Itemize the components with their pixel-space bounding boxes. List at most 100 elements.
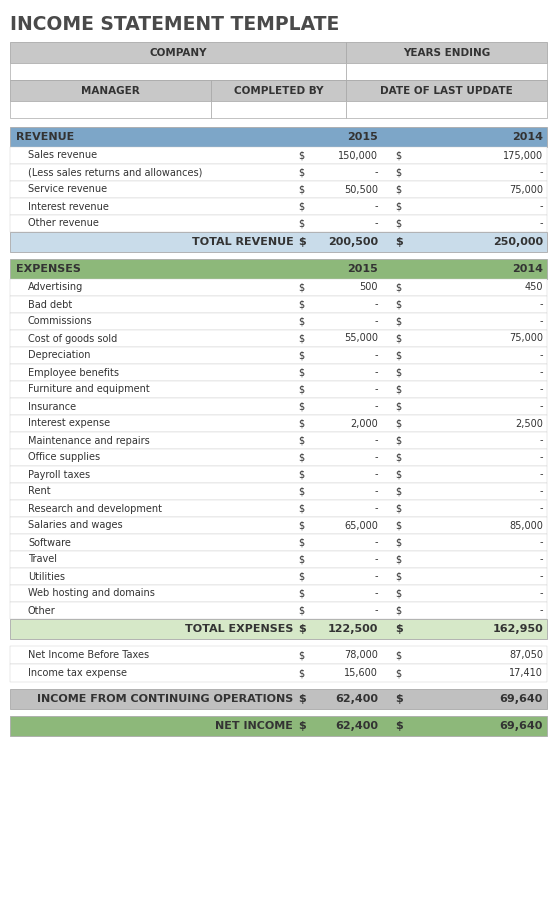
Text: $: $: [395, 650, 401, 660]
Bar: [10, 534, 547, 551]
Text: $: $: [299, 283, 305, 293]
Text: $: $: [395, 605, 401, 615]
Text: $: $: [299, 168, 305, 177]
Text: $: $: [395, 316, 401, 326]
Text: DATE OF LAST UPDATE: DATE OF LAST UPDATE: [380, 86, 512, 96]
Bar: [10, 551, 547, 568]
Text: -: -: [540, 350, 543, 360]
Text: $: $: [299, 219, 305, 229]
Bar: [10, 259, 547, 279]
Text: $: $: [395, 469, 401, 479]
Text: $: $: [299, 418, 305, 429]
Text: -: -: [374, 538, 378, 548]
Text: -: -: [374, 571, 378, 581]
Text: -: -: [540, 202, 543, 212]
Text: Rent: Rent: [28, 487, 51, 496]
Text: $: $: [395, 150, 401, 160]
Text: $: $: [395, 571, 401, 581]
Text: -: -: [540, 538, 543, 548]
Text: -: -: [540, 605, 543, 615]
Text: $: $: [395, 402, 401, 412]
Text: Office supplies: Office supplies: [28, 452, 100, 462]
Text: 122,500: 122,500: [328, 624, 378, 634]
Text: 55,000: 55,000: [344, 333, 378, 343]
Bar: [10, 147, 547, 164]
Bar: [10, 101, 211, 118]
Text: -: -: [540, 571, 543, 581]
Text: Insurance: Insurance: [28, 402, 76, 412]
Text: $: $: [395, 385, 401, 395]
Text: 2014: 2014: [512, 132, 543, 142]
Text: INCOME STATEMENT TEMPLATE: INCOME STATEMENT TEMPLATE: [10, 15, 339, 34]
Bar: [10, 602, 547, 619]
Text: -: -: [374, 605, 378, 615]
Text: $: $: [299, 316, 305, 326]
Text: $: $: [299, 521, 305, 531]
Text: $: $: [299, 185, 305, 195]
Text: Utilities: Utilities: [28, 571, 65, 581]
Text: 162,950: 162,950: [492, 624, 543, 634]
Text: -: -: [374, 385, 378, 395]
Text: -: -: [540, 168, 543, 177]
Text: INCOME FROM CONTINUING OPERATIONS: INCOME FROM CONTINUING OPERATIONS: [37, 694, 294, 704]
Bar: [10, 517, 547, 534]
Bar: [211, 80, 346, 101]
Text: Research and development: Research and development: [28, 504, 162, 514]
Text: $: $: [299, 554, 305, 565]
Text: -: -: [374, 487, 378, 496]
Bar: [10, 500, 547, 517]
Text: $: $: [395, 694, 403, 704]
Text: $: $: [299, 605, 305, 615]
Text: 175,000: 175,000: [503, 150, 543, 160]
Text: Income tax expense: Income tax expense: [28, 668, 127, 678]
Text: TOTAL REVENUE: TOTAL REVENUE: [192, 237, 294, 247]
Text: -: -: [374, 316, 378, 326]
Text: -: -: [540, 554, 543, 565]
Text: EXPENSES: EXPENSES: [16, 264, 81, 274]
Text: $: $: [299, 402, 305, 412]
Text: 450: 450: [525, 283, 543, 293]
Text: 65,000: 65,000: [344, 521, 378, 531]
Text: -: -: [540, 299, 543, 310]
Text: REVENUE: REVENUE: [16, 132, 74, 142]
Text: Other: Other: [28, 605, 56, 615]
Bar: [10, 364, 547, 381]
Bar: [10, 296, 547, 313]
Text: 69,640: 69,640: [500, 694, 543, 704]
Bar: [10, 313, 547, 330]
Text: Employee benefits: Employee benefits: [28, 368, 119, 378]
Bar: [10, 449, 547, 466]
Bar: [10, 398, 547, 415]
Text: $: $: [299, 299, 305, 310]
Text: $: $: [299, 571, 305, 581]
Text: $: $: [299, 150, 305, 160]
Text: 2015: 2015: [347, 264, 378, 274]
Text: -: -: [540, 219, 543, 229]
Text: -: -: [374, 554, 378, 565]
Text: -: -: [374, 435, 378, 445]
Text: -: -: [540, 385, 543, 395]
Bar: [211, 101, 346, 118]
Bar: [10, 215, 547, 232]
Text: $: $: [299, 385, 305, 395]
Text: -: -: [374, 350, 378, 360]
Text: -: -: [374, 402, 378, 412]
Text: Web hosting and domains: Web hosting and domains: [28, 588, 155, 598]
Text: 200,500: 200,500: [328, 237, 378, 247]
Text: 75,000: 75,000: [509, 185, 543, 195]
Text: -: -: [540, 469, 543, 479]
Text: $: $: [395, 333, 401, 343]
Text: Interest expense: Interest expense: [28, 418, 110, 429]
Text: Travel: Travel: [28, 554, 57, 565]
Text: COMPANY: COMPANY: [149, 48, 207, 58]
Bar: [10, 330, 547, 347]
Text: Advertising: Advertising: [28, 283, 83, 293]
Text: $: $: [395, 721, 403, 731]
Text: -: -: [374, 504, 378, 514]
Text: 75,000: 75,000: [509, 333, 543, 343]
Text: $: $: [299, 469, 305, 479]
Text: $: $: [395, 185, 401, 195]
Text: Interest revenue: Interest revenue: [28, 202, 109, 212]
Text: $: $: [395, 219, 401, 229]
Text: 250,000: 250,000: [493, 237, 543, 247]
